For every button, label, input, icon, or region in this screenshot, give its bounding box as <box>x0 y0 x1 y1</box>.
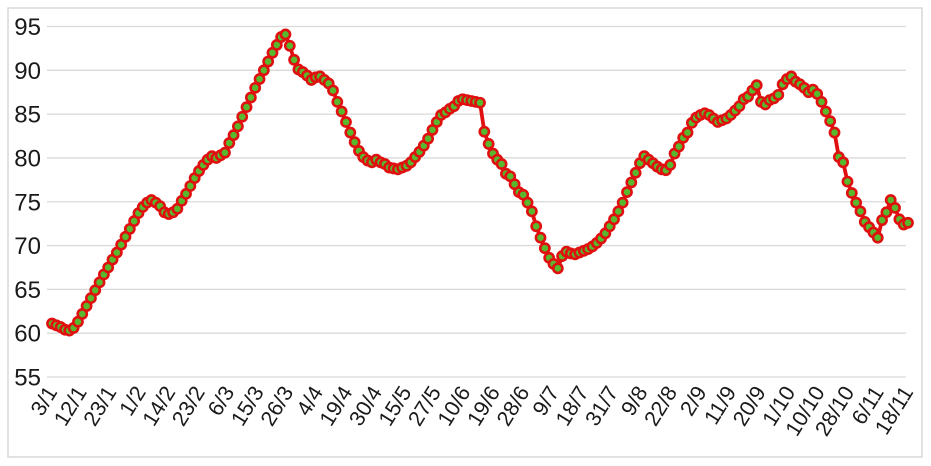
y-axis-label: 90 <box>14 58 41 85</box>
x-axis-labels: 3/112/123/11/214/223/26/315/326/34/419/4… <box>26 382 918 440</box>
data-point-marker <box>227 129 240 142</box>
gridlines <box>47 25 906 378</box>
data-point-marker <box>348 136 361 149</box>
data-point-marker <box>482 138 495 150</box>
y-axis-label: 70 <box>14 233 41 260</box>
data-point-marker <box>231 120 244 133</box>
chart-border <box>7 7 923 458</box>
data-point-marker <box>249 81 262 94</box>
data-point-marker <box>240 101 253 114</box>
data-point-marker <box>815 95 828 108</box>
data-point-marker <box>288 53 300 66</box>
data-point-marker <box>422 132 435 145</box>
data-point-marker <box>219 146 231 159</box>
data-point-marker <box>681 126 694 139</box>
data-point-marker <box>257 64 270 77</box>
data-point-marker <box>772 88 785 101</box>
data-point-marker <box>854 205 867 218</box>
data-point-marker <box>841 175 854 188</box>
data-point-marker <box>889 201 901 214</box>
data-point-marker <box>236 110 249 123</box>
data-point-marker <box>612 205 625 218</box>
data-point-marker <box>253 73 266 85</box>
y-axis-label: 75 <box>14 189 41 216</box>
data-point-marker <box>880 206 893 219</box>
data-point-marker <box>538 242 551 255</box>
data-point-marker <box>850 196 863 209</box>
data-point-marker <box>283 39 296 52</box>
data-point-marker <box>331 95 344 108</box>
data-series <box>46 28 914 337</box>
data-point-marker <box>335 105 348 118</box>
data-point-marker <box>621 186 633 199</box>
data-point-marker <box>837 156 850 169</box>
chart-border-rect <box>7 7 923 458</box>
data-point-marker <box>902 216 914 229</box>
data-point-marker <box>664 159 677 171</box>
y-axis-label: 95 <box>14 14 41 41</box>
data-point-marker <box>244 91 257 104</box>
data-point-marker <box>495 158 508 170</box>
y-axis-labels: 95 90 85 80 75 70 65 60 55 <box>14 14 41 392</box>
data-point-marker <box>530 220 543 233</box>
data-point-marker <box>845 187 858 199</box>
data-series-line <box>50 32 910 333</box>
data-point-marker <box>344 126 357 139</box>
data-point-marker <box>279 28 292 41</box>
data-point-marker <box>625 176 638 189</box>
y-axis-label: 60 <box>14 321 41 348</box>
data-point-marker <box>750 79 763 92</box>
data-point-marker <box>327 84 339 97</box>
data-point-marker <box>828 126 841 139</box>
data-point-marker <box>340 116 352 128</box>
data-point-marker <box>629 166 642 179</box>
data-point-marker <box>551 262 564 275</box>
data-point-marker <box>824 115 837 128</box>
data-point-marker <box>672 140 685 153</box>
data-point-marker <box>525 205 538 218</box>
data-point-marker <box>534 231 547 244</box>
y-axis-label: 55 <box>14 365 41 392</box>
data-point-marker <box>262 55 275 68</box>
data-point-marker <box>819 105 832 118</box>
data-point-marker <box>478 125 491 138</box>
data-point-marker <box>616 196 629 209</box>
y-axis-label: 80 <box>14 145 41 172</box>
y-axis-label: 65 <box>14 277 41 304</box>
y-axis-label: 85 <box>14 102 41 129</box>
data-point-marker <box>871 231 884 244</box>
data-point-marker <box>474 96 486 109</box>
data-point-marker <box>521 196 534 209</box>
